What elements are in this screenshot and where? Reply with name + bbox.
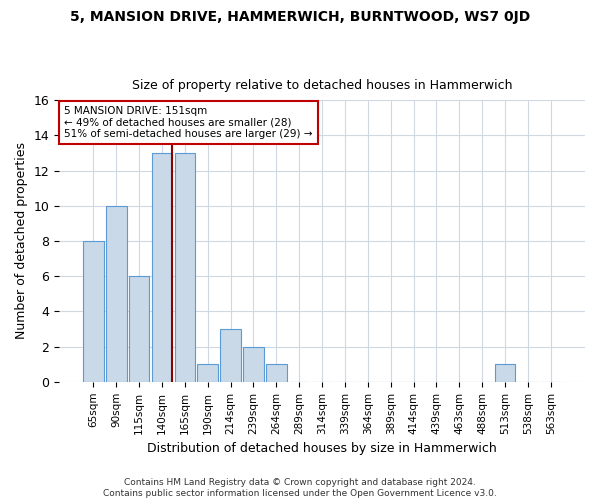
Bar [152,153,172,382]
Text: 5, MANSION DRIVE, HAMMERWICH, BURNTWOOD, WS7 0JD: 5, MANSION DRIVE, HAMMERWICH, BURNTWOOD,… [70,10,530,24]
Text: Contains HM Land Registry data © Crown copyright and database right 2024.
Contai: Contains HM Land Registry data © Crown c… [103,478,497,498]
Bar [266,364,287,382]
Bar [243,346,264,382]
Y-axis label: Number of detached properties: Number of detached properties [15,142,28,340]
Text: 5 MANSION DRIVE: 151sqm
← 49% of detached houses are smaller (28)
51% of semi-de: 5 MANSION DRIVE: 151sqm ← 49% of detache… [64,106,313,139]
Bar [220,329,241,382]
Bar [197,364,218,382]
Bar [83,241,104,382]
Bar [129,276,149,382]
Bar [106,206,127,382]
Bar [175,153,195,382]
Title: Size of property relative to detached houses in Hammerwich: Size of property relative to detached ho… [132,79,512,92]
X-axis label: Distribution of detached houses by size in Hammerwich: Distribution of detached houses by size … [147,442,497,455]
Bar [495,364,515,382]
